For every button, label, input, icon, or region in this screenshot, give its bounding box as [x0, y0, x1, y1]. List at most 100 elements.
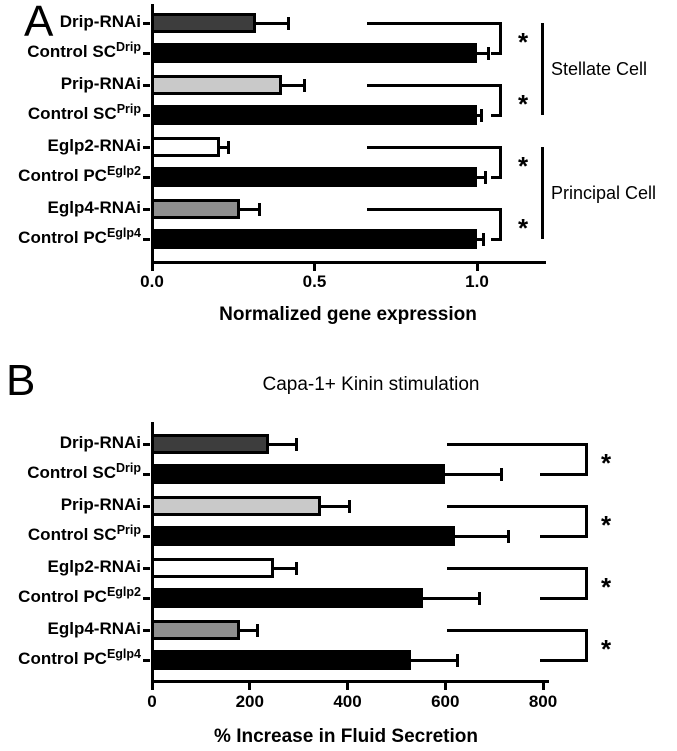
bracket-bottom-line [540, 534, 588, 538]
x-tick-label: 0 [147, 692, 157, 711]
bracket-top-line [367, 145, 502, 149]
category-label-main: Prip-RNAi [60, 74, 141, 93]
error-bar-cap [303, 78, 307, 92]
data-bar [150, 43, 477, 63]
bracket-top-line [447, 442, 588, 446]
category-label-main: Control PC [18, 228, 107, 247]
y-axis-line [150, 422, 154, 683]
category-tick [143, 534, 150, 538]
bracket-vertical [585, 504, 588, 538]
significance-star: * [517, 151, 529, 181]
error-bar-cap [294, 561, 298, 575]
bracket-bottom-line [491, 175, 502, 179]
category-tick [143, 175, 150, 179]
category-tick [143, 113, 150, 117]
error-bar-cap [486, 46, 490, 60]
bracket-top-line [367, 83, 502, 87]
y-axis-line [150, 4, 154, 264]
category-label: Control PCEglp4 [0, 226, 141, 250]
category-label-main: Eglp2-RNAi [47, 557, 142, 576]
category-tick [143, 145, 150, 149]
category-label-main: Control SC [27, 42, 116, 61]
bracket-top-line [447, 504, 588, 508]
category-label-superscript: Eglp2 [106, 585, 141, 599]
error-bar-cap [483, 170, 487, 184]
bracket-vertical [585, 566, 588, 600]
error-bar-cap [348, 499, 352, 513]
category-label: Eglp2-RNAi [0, 134, 142, 158]
group-label: Principal Cell [551, 183, 657, 203]
error-bar-line [317, 504, 350, 508]
category-label: Control PCEglp2 [0, 164, 141, 188]
x-axis-tick [313, 263, 316, 271]
error-bar-line [474, 237, 484, 241]
bracket-bottom-line [540, 596, 588, 600]
data-bar [150, 199, 240, 219]
data-bar [150, 13, 256, 33]
category-label-main: Drip-RNAi [59, 12, 141, 31]
bracket-vertical [499, 207, 502, 241]
x-axis-tick [150, 682, 154, 690]
x-tick-label: 200 [235, 692, 264, 711]
significance-star: * [600, 448, 612, 478]
category-label-superscript: Eglp2 [106, 164, 141, 178]
category-tick [143, 658, 150, 662]
category-label: Control SCPrip [0, 523, 141, 547]
category-tick [143, 628, 150, 632]
category-tick [143, 207, 150, 211]
category-label-main: Control PC [18, 166, 107, 185]
category-label: Control SCDrip [0, 40, 141, 64]
category-label-main: Eglp4-RNAi [47, 198, 142, 217]
category-label-main: Control PC [18, 587, 107, 606]
data-bar [150, 75, 282, 95]
error-bar-line [217, 145, 229, 149]
category-label-main: Eglp2-RNAi [47, 136, 142, 155]
category-tick [143, 472, 150, 476]
category-label-main: Control SC [27, 463, 116, 482]
x-tick-label: 0.0 [140, 272, 164, 291]
error-bar-line [236, 628, 258, 632]
group-label: Stellate Cell [551, 59, 648, 79]
category-tick [143, 596, 150, 600]
error-bar-cap [455, 653, 459, 667]
error-bar-cap [255, 623, 259, 637]
category-tick [143, 83, 150, 87]
category-label-superscript: Eglp4 [106, 647, 141, 661]
category-label-superscript: Prip [116, 102, 141, 116]
category-label: Drip-RNAi [0, 10, 141, 34]
category-label: Eglp4-RNAi [0, 617, 142, 641]
bracket-vertical [499, 145, 502, 179]
x-tick-label: 600 [431, 692, 460, 711]
category-label-main: Control PC [18, 649, 107, 668]
data-bar [150, 105, 477, 125]
data-bar [150, 526, 456, 546]
x-axis-tick [475, 263, 479, 271]
data-bar [150, 650, 412, 670]
error-bar-cap [287, 16, 290, 30]
bracket-top-line [367, 207, 502, 211]
error-bar-line [279, 83, 305, 87]
category-tick [143, 566, 150, 570]
error-bar-line [474, 175, 486, 179]
bracket-bottom-line [540, 658, 588, 662]
significance-star: * [517, 213, 529, 243]
x-tick-label: 800 [528, 692, 558, 711]
category-label: Drip-RNAi [0, 431, 141, 455]
category-label: Prip-RNAi [0, 72, 141, 96]
error-bar-line [420, 596, 480, 600]
data-bar [150, 620, 240, 640]
data-bar [150, 434, 270, 454]
x-axis-tick [346, 682, 349, 690]
category-label-superscript: Drip [116, 461, 141, 475]
error-bar-line [452, 534, 509, 538]
error-bar-cap [499, 467, 503, 481]
error-bar-cap [226, 140, 230, 154]
data-bar [150, 558, 275, 578]
category-tick [143, 237, 150, 241]
category-label-main: Eglp4-RNAi [47, 619, 142, 638]
error-bar-cap [477, 591, 481, 605]
panel-b-title: Capa-1+ Kinin stimulation [262, 374, 480, 395]
category-label: Eglp4-RNAi [0, 196, 142, 220]
category-label-superscript: Eglp4 [106, 226, 141, 240]
